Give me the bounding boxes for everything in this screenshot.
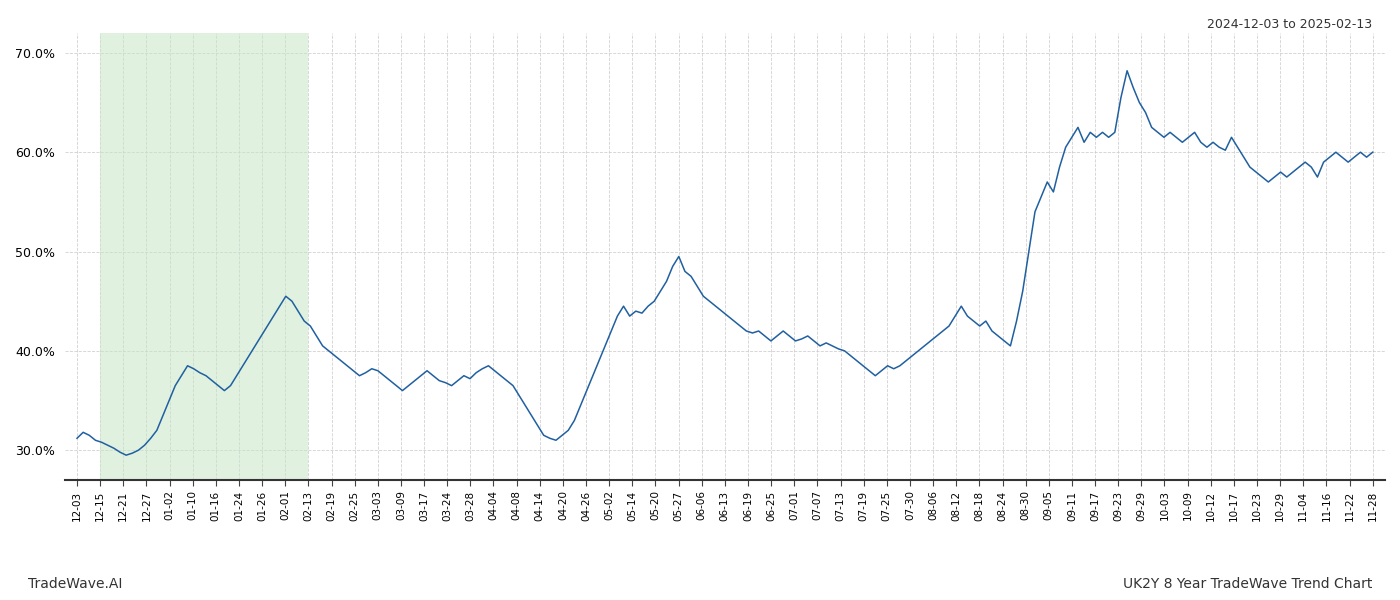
Text: TradeWave.AI: TradeWave.AI — [28, 577, 122, 591]
Text: UK2Y 8 Year TradeWave Trend Chart: UK2Y 8 Year TradeWave Trend Chart — [1123, 577, 1372, 591]
Text: 2024-12-03 to 2025-02-13: 2024-12-03 to 2025-02-13 — [1207, 18, 1372, 31]
Bar — [101, 33, 308, 480]
